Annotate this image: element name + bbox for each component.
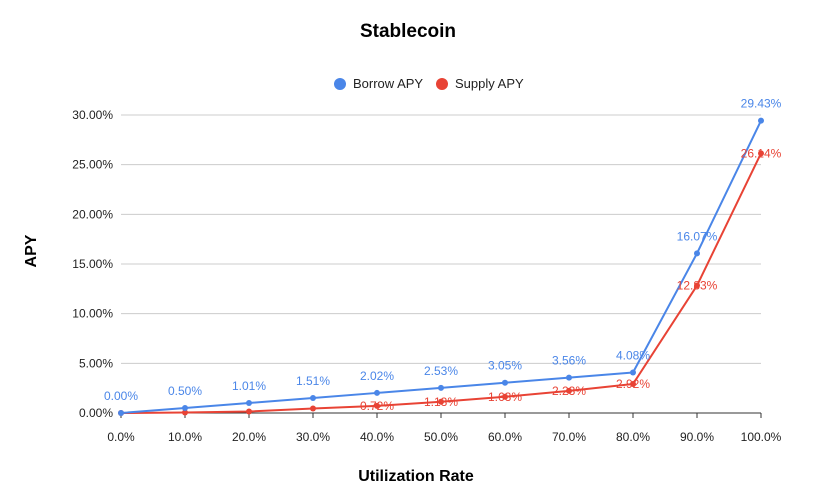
y-axis-title: APY: [23, 234, 40, 267]
x-tick-label: 20.0%: [232, 430, 266, 444]
data-point-borrow-apy: [374, 389, 380, 396]
data-label-supply-apy: 0.72%: [360, 399, 394, 413]
data-label-borrow-apy: 0.00%: [104, 389, 138, 403]
data-point-borrow-apy: [182, 405, 188, 412]
data-label-supply-apy: 1.13%: [424, 395, 458, 409]
data-labels: 0.00% 0.50% 1.01% 1.51% 2.02% 2.53% 3.05% 3.56%…: [104, 97, 782, 413]
data-label-borrow-apy: 1.01%: [232, 379, 266, 393]
data-label-supply-apy: 1.63%: [488, 390, 522, 404]
y-tick-label: 15.00%: [72, 257, 113, 271]
x-tick-label: 90.0%: [680, 430, 714, 444]
gridlines: [121, 114, 761, 414]
data-point-supply-apy: [630, 380, 636, 387]
x-tick-label: 0.0%: [107, 430, 135, 444]
x-tick-label: 70.0%: [552, 430, 586, 444]
data-label-borrow-apy: 2.02%: [360, 369, 394, 383]
data-point-borrow-apy: [438, 384, 444, 391]
chart-title: Stablecoin: [360, 21, 456, 42]
data-label-supply-apy: 12.83%: [677, 279, 718, 293]
data-point-supply-apy: [374, 402, 380, 409]
data-point-borrow-apy: [246, 399, 252, 406]
x-tick-label: 80.0%: [616, 430, 650, 444]
data-label-borrow-apy: 29.43%: [741, 97, 782, 111]
data-point-borrow-apy: [694, 250, 700, 257]
data-point-borrow-apy: [630, 369, 636, 376]
data-point-supply-apy: [694, 282, 700, 289]
data-label-borrow-apy: 1.51%: [296, 374, 330, 388]
data-point-supply-apy: [502, 393, 508, 400]
x-tick-label: 40.0%: [360, 430, 394, 444]
x-axis-title: Utilization Rate: [358, 468, 474, 485]
data-point-borrow-apy: [758, 117, 764, 124]
data-label-borrow-apy: 0.50%: [168, 384, 202, 398]
x-tick-label: 100.0%: [741, 430, 782, 444]
series-group: [118, 117, 764, 416]
y-tick-label: 10.00%: [72, 307, 113, 321]
data-label-borrow-apy: 4.08%: [616, 348, 650, 362]
y-tick-label: 30.00%: [72, 108, 113, 122]
legend-label-borrow-apy: Borrow APY: [353, 76, 423, 91]
data-label-borrow-apy: 2.53%: [424, 364, 458, 378]
data-point-supply-apy: [310, 405, 316, 412]
legend: Borrow APY Supply APY: [334, 76, 524, 91]
data-point-supply-apy: [246, 408, 252, 415]
legend-label-supply-apy: Supply APY: [455, 76, 524, 91]
x-tick-label: 50.0%: [424, 430, 458, 444]
data-point-borrow-apy: [118, 410, 124, 416]
data-point-supply-apy: [438, 398, 444, 405]
data-point-supply-apy: [182, 409, 188, 416]
data-point-supply-apy: [566, 387, 572, 394]
x-tick-label: 60.0%: [488, 430, 522, 444]
legend-marker-supply-apy: [436, 78, 448, 90]
data-label-borrow-apy: 3.56%: [552, 354, 586, 368]
data-label-supply-apy: 26.14%: [741, 146, 782, 160]
x-tick-label: 10.0%: [168, 430, 202, 444]
x-axis-ticks: 0.0% 10.0% 20.0% 30.0% 40.0% 50.0% 60.0% 70.0% 8…: [107, 413, 782, 444]
legend-marker-borrow-apy: [334, 78, 346, 90]
y-tick-label: 25.00%: [72, 158, 113, 172]
y-tick-label: 0.00%: [79, 406, 113, 420]
data-label-borrow-apy: 3.05%: [488, 359, 522, 373]
data-point-supply-apy: [758, 150, 764, 157]
data-label-supply-apy: 2.92%: [616, 377, 650, 391]
data-point-borrow-apy: [502, 379, 508, 386]
data-point-borrow-apy: [310, 395, 316, 402]
data-label-borrow-apy: 16.07%: [677, 229, 718, 243]
x-tick-label: 30.0%: [296, 430, 330, 444]
data-point-borrow-apy: [566, 374, 572, 381]
y-tick-label: 5.00%: [79, 356, 113, 370]
data-label-supply-apy: 2.23%: [552, 384, 586, 398]
y-axis-ticks: 0.00% 5.00% 10.00% 15.00% 20.00% 25.00% 30.00%: [72, 108, 113, 420]
y-tick-label: 20.00%: [72, 207, 113, 221]
